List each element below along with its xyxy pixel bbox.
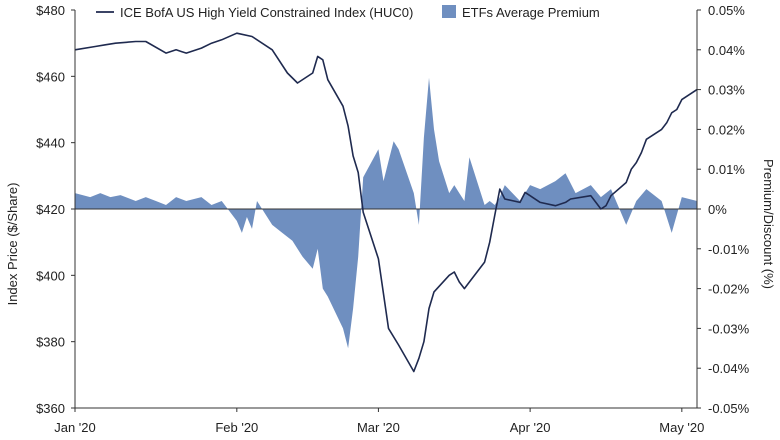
x-tick-label: May '20 — [659, 420, 704, 435]
y-right-axis-title: Premium/Discount (%) — [761, 159, 776, 289]
x-tick-label: Feb '20 — [215, 420, 258, 435]
x-tick-label: Jan '20 — [54, 420, 96, 435]
y-right-tick-label: -0.01% — [708, 242, 750, 257]
y-right-tick-label: 0.05% — [708, 3, 745, 18]
y-left-tick-label: $400 — [36, 268, 65, 283]
x-tick-label: Mar '20 — [357, 420, 400, 435]
legend-area-swatch — [442, 5, 456, 18]
index-line-series — [74, 32, 698, 373]
y-left-tick-label: $480 — [36, 3, 65, 18]
y-right-tick-label: 0.01% — [708, 162, 745, 177]
legend-index-label: ICE BofA US High Yield Constrained Index… — [120, 5, 413, 20]
y-right-tick-label: 0% — [708, 202, 727, 217]
y-right-tick-label: 0.02% — [708, 122, 745, 137]
y-right-tick-label: -0.03% — [708, 321, 750, 336]
y-left-tick-label: $420 — [36, 202, 65, 217]
y-right-tick-label: -0.04% — [708, 361, 750, 376]
x-tick-label: Apr '20 — [510, 420, 551, 435]
y-left-tick-label: $440 — [36, 136, 65, 151]
y-right-tick-label: -0.02% — [708, 282, 750, 297]
y-left-tick-label: $380 — [36, 335, 65, 350]
y-right-tick-label: -0.05% — [708, 401, 750, 416]
axes: $360 $380 $400 $420 $440 $460 $480 -0.05% -0.04%… — [36, 3, 750, 435]
y-left-tick-label: $460 — [36, 69, 65, 84]
y-left-axis-title: Index Price ($/Share) — [5, 183, 20, 306]
y-right-tick-label: 0.03% — [708, 83, 745, 98]
plot-area — [74, 32, 698, 373]
y-left-tick-label: $360 — [36, 401, 65, 416]
legend: ICE BofA US High Yield Constrained Index… — [96, 5, 600, 20]
legend-premium-label: ETFs Average Premium — [462, 5, 600, 20]
y-right-tick-label: 0.04% — [708, 43, 745, 58]
